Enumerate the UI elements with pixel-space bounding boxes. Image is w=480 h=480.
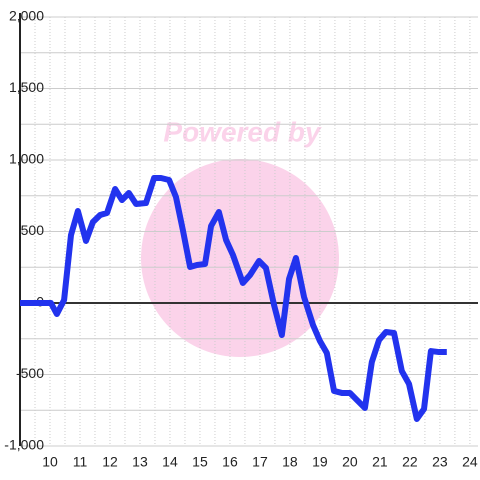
watermark-text: Powered by (163, 116, 322, 147)
x-tick-label: 19 (312, 454, 328, 470)
y-tick-label: 500 (21, 222, 45, 238)
x-tick-label: 20 (342, 454, 358, 470)
y-tick-label: 1,000 (9, 151, 44, 167)
x-tick-label: 17 (252, 454, 268, 470)
x-tick-label: 24 (462, 454, 478, 470)
y-tick-label: -1,000 (4, 437, 44, 453)
x-tick-label: 13 (132, 454, 148, 470)
x-tick-label: 21 (372, 454, 388, 470)
y-tick-label: -500 (16, 365, 44, 381)
y-tick-label: 2,000 (9, 8, 44, 24)
x-tick-label: 10 (42, 454, 58, 470)
y-tick-label: 1,500 (9, 79, 44, 95)
x-tick-label: 15 (192, 454, 208, 470)
x-tick-label: 12 (102, 454, 118, 470)
x-tick-label: 18 (282, 454, 298, 470)
x-tick-label: 14 (162, 454, 178, 470)
x-tick-label: 23 (432, 454, 448, 470)
x-tick-label: 11 (73, 454, 88, 470)
x-tick-label: 16 (222, 454, 238, 470)
x-tick-label: 22 (402, 454, 418, 470)
watermark-logo (141, 159, 339, 357)
line-series (20, 175, 447, 422)
